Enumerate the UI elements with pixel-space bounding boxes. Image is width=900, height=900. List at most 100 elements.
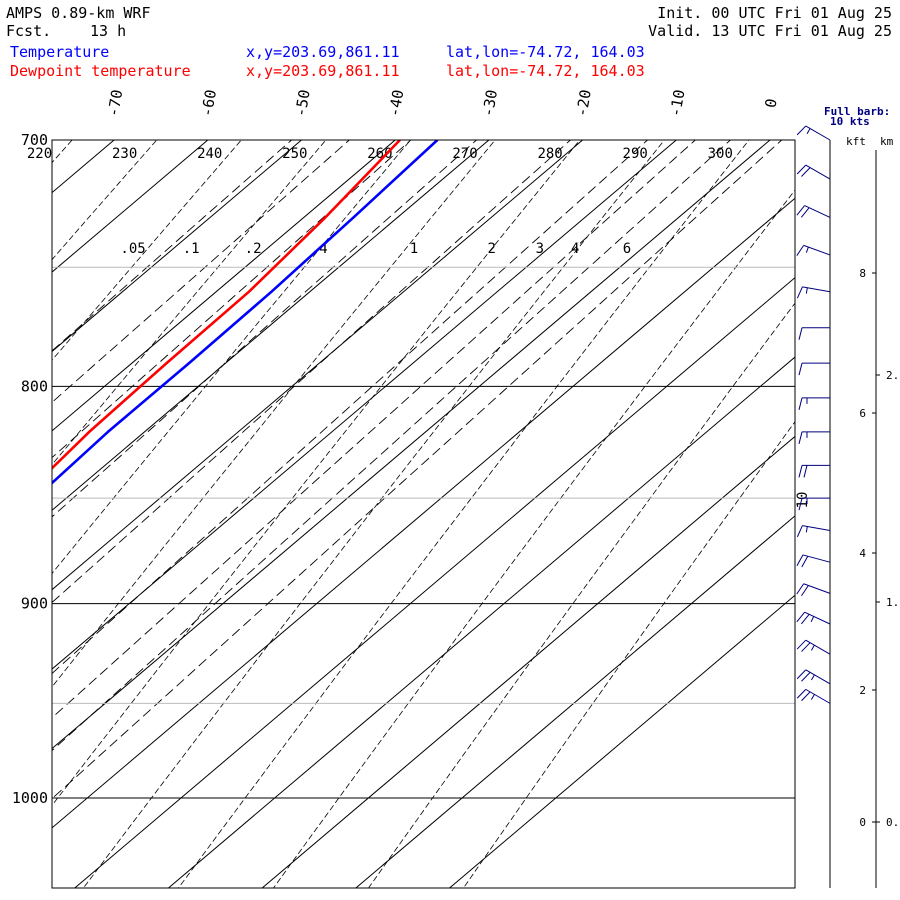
- wind-barb: [796, 164, 831, 180]
- dry-adiabat-line: [0, 87, 36, 900]
- isotherm-label: -10: [666, 88, 688, 118]
- dry-adiabat-line: [177, 140, 750, 888]
- km-label: 1.: [886, 596, 899, 609]
- wind-barb: [796, 611, 831, 625]
- forecast-label: Fcst.: [6, 22, 52, 40]
- km-label: 0.: [886, 816, 899, 829]
- grid-xy-temp: x,y=203.69,861.11: [246, 43, 400, 61]
- temperature-legend: Temperature: [10, 43, 110, 61]
- isotherm-line: [52, 140, 209, 273]
- mixing-ratio-label: 3: [536, 241, 544, 257]
- isotherm-line: [52, 140, 583, 591]
- wind-barb: [798, 431, 830, 445]
- dry-adiabat-line: [52, 140, 158, 261]
- adiabat-label: 230: [112, 146, 137, 162]
- kft-label: 6: [859, 407, 866, 420]
- isotherm-line: [52, 140, 677, 670]
- mixing-ratio-lines: [52, 140, 783, 800]
- dry-adiabats: [0, 87, 795, 900]
- adiabat-label: 270: [452, 146, 477, 162]
- kft-label: 2: [859, 684, 866, 697]
- temperature-line: [52, 140, 439, 485]
- mixing-ratio-label: .2: [245, 241, 262, 257]
- km-label: 2.: [886, 369, 899, 382]
- isotherm-line: [449, 594, 795, 888]
- mixing-ratio-label: 1: [410, 241, 418, 257]
- mixing-ratio-label: 4: [571, 241, 579, 257]
- isotherm-line: [52, 140, 396, 432]
- pressure-label: 700: [21, 131, 48, 149]
- wind-barb: [796, 125, 831, 141]
- wind-barb: [796, 205, 831, 218]
- adiabat-label: 260: [367, 146, 392, 162]
- kft-unit: kft: [846, 135, 866, 148]
- pressure-label: 900: [21, 595, 48, 613]
- dry-adiabat-line: [52, 140, 73, 164]
- latlon-temp: lat,lon=-74.72, 164.03: [446, 43, 645, 61]
- dry-adiabat-line: [368, 302, 795, 888]
- mixing-ratio-line: [52, 140, 696, 719]
- mixing-ratio-line: [52, 140, 783, 800]
- dry-adiabat-line: [463, 421, 795, 888]
- barb-legend-line2: 10 kts: [830, 115, 870, 128]
- valid-time: Valid. 13 UTC Fri 01 Aug 25: [648, 22, 892, 40]
- isotherm-label: -70: [104, 88, 126, 118]
- wind-barb: [796, 639, 831, 655]
- height-scale: 8 6 4 2 0 2. 1. 0.: [859, 150, 899, 888]
- kft-label: 0: [859, 816, 866, 829]
- dry-adiabat-line: [52, 140, 327, 466]
- wind-barb: [798, 464, 830, 478]
- km-unit: km: [880, 135, 894, 148]
- isotherm-line: [261, 435, 795, 888]
- barb-legend-line1: Full barb:: [824, 105, 890, 118]
- init-time: Init. 00 UTC Fri 01 Aug 25: [657, 4, 892, 22]
- isotherm-line: [52, 197, 795, 829]
- isotherm-label: -60: [198, 88, 220, 118]
- wind-barb: [798, 327, 830, 340]
- isotherms: [0, 140, 795, 888]
- isotherm-label: -40: [385, 88, 407, 118]
- wind-barbs: [796, 125, 831, 888]
- wind-barb: [796, 244, 831, 256]
- wind-barb: [796, 554, 831, 568]
- isotherm-label: 0: [761, 97, 780, 109]
- pressure-label: 800: [21, 377, 48, 395]
- kft-label: 8: [859, 267, 866, 280]
- isotherm-line: [52, 140, 490, 511]
- wind-barb: [798, 397, 830, 410]
- wind-barb: [796, 583, 831, 597]
- dry-adiabat-line: [52, 140, 581, 807]
- mixing-ratio-label: 2: [487, 241, 495, 257]
- adiabat-label: 250: [282, 146, 307, 162]
- dry-adiabat-line: [52, 140, 496, 688]
- wind-speed-label: 10: [795, 492, 811, 509]
- wind-barb: [796, 688, 831, 704]
- isotherm-line: [0, 140, 20, 888]
- mixing-ratio-line: [52, 140, 649, 675]
- forecast-hour: 13 h: [90, 22, 127, 40]
- mixing-ratio-label: 6: [623, 241, 631, 257]
- wind-barb: [796, 525, 831, 538]
- wind-barb: [796, 286, 831, 299]
- adiabat-label: 240: [197, 146, 222, 162]
- mixing-ratio-line: [52, 140, 732, 752]
- isotherm-line: [52, 140, 302, 353]
- mixing-ratio-line: [52, 140, 412, 459]
- isotherm-line: [74, 276, 795, 888]
- wind-barb: [798, 497, 830, 511]
- dry-adiabat-line: [82, 140, 665, 888]
- dry-adiabat-line: [52, 140, 242, 361]
- adiabat-label: 220: [27, 146, 52, 162]
- isotherm-label: -20: [572, 88, 594, 118]
- isotherm-line: [52, 140, 771, 750]
- mixing-ratio-line: [52, 140, 293, 352]
- dewpoint-line: [52, 140, 401, 471]
- adiabat-label: 280: [537, 146, 562, 162]
- mixing-ratio-label: .1: [183, 241, 200, 257]
- isotherm-line: [355, 515, 795, 888]
- adiabat-label: 290: [623, 146, 648, 162]
- sounding-profiles: [52, 140, 439, 485]
- adiabat-label: 300: [708, 146, 733, 162]
